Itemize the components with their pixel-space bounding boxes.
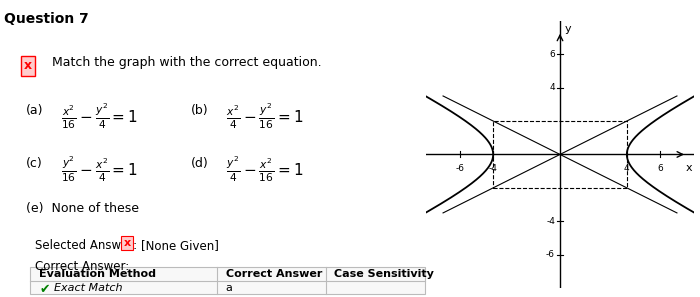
Text: $\frac{y^2}{4} - \frac{x^2}{16} = 1$: $\frac{y^2}{4} - \frac{x^2}{16} = 1$ (225, 154, 303, 184)
Text: Exact Match: Exact Match (55, 283, 122, 293)
Text: -6: -6 (546, 250, 555, 259)
Text: $\frac{x^2}{4} - \frac{y^2}{16} = 1$: $\frac{x^2}{4} - \frac{y^2}{16} = 1$ (225, 101, 303, 131)
Text: 6: 6 (550, 50, 555, 59)
Text: (c): (c) (26, 157, 43, 170)
Text: 4: 4 (550, 83, 555, 92)
Text: 4: 4 (624, 165, 629, 173)
Text: (e)  None of these: (e) None of these (26, 202, 139, 215)
Text: Match the graph with the correct equation.: Match the graph with the correct equatio… (52, 56, 322, 69)
Text: x: x (685, 163, 692, 173)
Text: Question 7: Question 7 (4, 12, 89, 26)
Text: Evaluation Method: Evaluation Method (39, 269, 156, 279)
Text: $\frac{x^2}{16} - \frac{y^2}{4} = 1$: $\frac{x^2}{16} - \frac{y^2}{4} = 1$ (61, 101, 138, 131)
Text: (b): (b) (191, 104, 209, 117)
Text: 6: 6 (657, 165, 663, 173)
Text: Correct Answer:: Correct Answer: (35, 260, 129, 273)
Text: [None Given]: [None Given] (141, 239, 219, 252)
Text: (a): (a) (26, 104, 43, 117)
Text: x: x (124, 238, 131, 248)
Bar (494, 121, 626, 188)
Text: y: y (564, 24, 570, 34)
Text: Correct Answer: Correct Answer (225, 269, 322, 279)
Text: Selected Answer:: Selected Answer: (35, 239, 136, 252)
Text: (d): (d) (191, 157, 209, 170)
Text: $\frac{y^2}{16} - \frac{x^2}{4} = 1$: $\frac{y^2}{16} - \frac{x^2}{4} = 1$ (61, 154, 138, 184)
Text: ✔: ✔ (39, 283, 50, 296)
Bar (30, 267, 426, 294)
Text: -4: -4 (489, 165, 498, 173)
Text: -6: -6 (455, 165, 464, 173)
Text: x: x (24, 59, 32, 72)
Text: Case Sensitivity: Case Sensitivity (334, 269, 434, 279)
Text: -4: -4 (546, 217, 555, 226)
Text: a: a (225, 283, 232, 293)
